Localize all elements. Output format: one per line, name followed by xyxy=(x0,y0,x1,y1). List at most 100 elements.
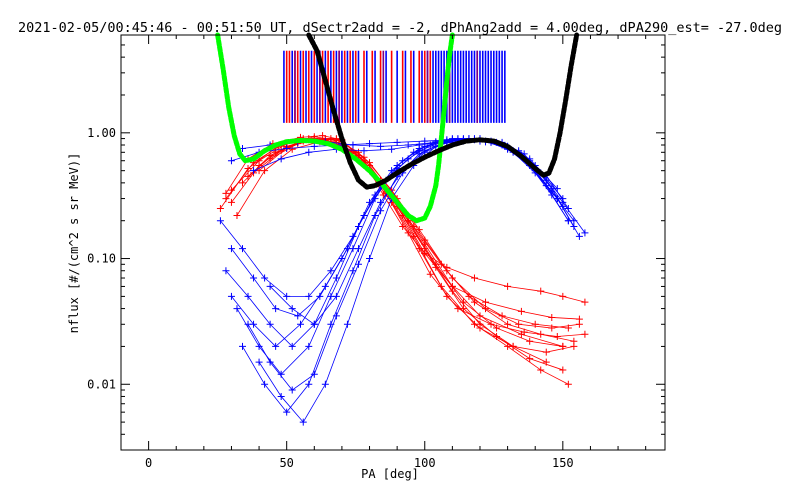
blue-series-3-point-2 xyxy=(283,408,291,416)
red-series-0-point-12 xyxy=(504,282,512,290)
blue-series-11-point-4 xyxy=(360,147,368,155)
blue-series-8-point-2 xyxy=(310,320,318,328)
blue-series-2-point-8 xyxy=(399,157,407,165)
blue-series-2-point-2 xyxy=(266,320,274,328)
red-series-8-point-0 xyxy=(216,205,224,213)
red-series-3-point-8 xyxy=(443,292,451,300)
blue-series-3-point-0 xyxy=(239,342,247,350)
blue-series-6-point-2 xyxy=(261,274,269,282)
blue-series-10-point-12 xyxy=(564,205,572,213)
y-tick-label-2: 1.00 xyxy=(87,126,116,140)
red-series-4-point-10 xyxy=(526,355,534,363)
red-series-5-point-11 xyxy=(564,380,572,388)
red-series-6-point-12 xyxy=(575,320,583,328)
red-series-11-point-9 xyxy=(559,342,567,350)
red-series-6-point-11 xyxy=(548,324,556,332)
blue-series-7-point-5 xyxy=(354,260,362,268)
red-series-8-point-12 xyxy=(564,324,572,332)
blue-series-8-point-3 xyxy=(332,292,340,300)
red-series-10-point-7 xyxy=(443,267,451,275)
red-series-0-point-13 xyxy=(537,287,545,295)
red-series-2-point-8 xyxy=(426,270,434,278)
x-tick-label-3: 150 xyxy=(552,456,574,470)
blue-series-8-point-5 xyxy=(377,198,385,206)
red-series-5-point-0 xyxy=(244,172,252,180)
blue-series-5-point-0 xyxy=(255,358,263,366)
blue-series-5-point-2 xyxy=(299,418,307,426)
blue-series-6-point-16 xyxy=(570,217,578,225)
series-layer xyxy=(215,32,589,426)
red-series-2-point-12 xyxy=(553,332,561,340)
blue-series-7-point-6 xyxy=(377,207,385,215)
blue-series-4-point-4 xyxy=(316,292,324,300)
blue-series-8-point-1 xyxy=(288,305,296,313)
blue-series-5-point-5 xyxy=(366,255,374,263)
red-series-5-point-6 xyxy=(410,232,418,240)
blue-series-6-point-5 xyxy=(327,267,335,275)
y-axis-label: nflux [#/(cm^2 s sr MeV)] xyxy=(67,153,81,334)
fit-curve-0 xyxy=(215,32,455,224)
red-series-8-point-10 xyxy=(498,312,506,320)
red-series-5-point-10 xyxy=(537,366,545,374)
red-series-0-point-11 xyxy=(470,274,478,282)
x-axis-label: PA [deg] xyxy=(361,467,419,481)
blue-series-0-point-0 xyxy=(227,292,235,300)
blue-series-5-point-4 xyxy=(343,320,351,328)
blue-series-11-point-0 xyxy=(250,167,258,175)
blue-series-10-point-6 xyxy=(404,141,412,149)
red-series-8 xyxy=(220,138,569,329)
red-series-2-point-13 xyxy=(581,330,589,338)
blue-series-4-point-2 xyxy=(272,305,280,313)
red-series-5-point-7 xyxy=(437,282,445,290)
fit-curve-1 xyxy=(306,32,580,190)
red-series-9-point-9 xyxy=(526,337,534,345)
red-series-2-point-10 xyxy=(487,320,495,328)
blue-series-11-point-11 xyxy=(553,185,561,193)
red-series-11-point-8 xyxy=(517,330,525,338)
blue-series-11-point-6 xyxy=(415,141,423,149)
red-series-1-point-10 xyxy=(482,298,490,306)
blue-series-9-point-2 xyxy=(283,145,291,153)
blue-series-1 xyxy=(236,139,575,375)
red-series-7-point-9 xyxy=(509,342,517,350)
red-series-11 xyxy=(286,138,563,347)
blue-series-2-point-3 xyxy=(288,342,296,350)
blue-series-6-point-1 xyxy=(239,245,247,253)
blue-series-4-point-3 xyxy=(294,312,302,320)
blue-series-8-point-0 xyxy=(266,282,274,290)
tick-layer: 0 50 100 150 0.01 0.10 1.00 xyxy=(87,34,665,470)
blue-series-6-point-0 xyxy=(216,217,224,225)
red-series-9-point-7 xyxy=(459,298,467,306)
red-series-2-point-0 xyxy=(233,211,241,219)
blue-series-6-point-7 xyxy=(371,191,379,199)
blue-series-8-point-4 xyxy=(354,245,362,253)
red-series-11-point-7 xyxy=(476,312,484,320)
red-series-4-point-11 xyxy=(559,366,567,374)
red-series-1-point-11 xyxy=(517,307,525,315)
blue-series-7-point-3 xyxy=(310,370,318,378)
blue-series-7-point-4 xyxy=(332,312,340,320)
blue-series-2-point-0 xyxy=(222,267,230,275)
blue-series-3-point-1 xyxy=(261,380,269,388)
blue-series-11-point-1 xyxy=(277,155,285,163)
blue-series-1-point-0 xyxy=(233,305,241,313)
red-series-0-point-14 xyxy=(559,292,567,300)
red-series-8-point-1 xyxy=(244,165,252,173)
red-series-6-point-8 xyxy=(448,274,456,282)
red-series-8-point-11 xyxy=(531,320,539,328)
blue-series-7-point-0 xyxy=(244,320,252,328)
red-series-0-point-15 xyxy=(581,298,589,306)
red-series-10-point-11 xyxy=(570,337,578,345)
blue-series-6-point-4 xyxy=(305,292,313,300)
red-series-4-point-0 xyxy=(239,179,247,187)
blue-series-4-point-1 xyxy=(250,274,258,282)
blue-series-10-point-5 xyxy=(377,142,385,150)
red-series-10-point-8 xyxy=(470,298,478,306)
x-tick-label-0: 0 xyxy=(145,456,152,470)
blue-series-9-point-6 xyxy=(393,138,401,146)
blue-series-2-point-5 xyxy=(332,274,340,282)
blue-series-2-point-16 xyxy=(575,232,583,240)
blue-series-5-point-3 xyxy=(321,380,329,388)
red-series-6-point-10 xyxy=(515,320,523,328)
